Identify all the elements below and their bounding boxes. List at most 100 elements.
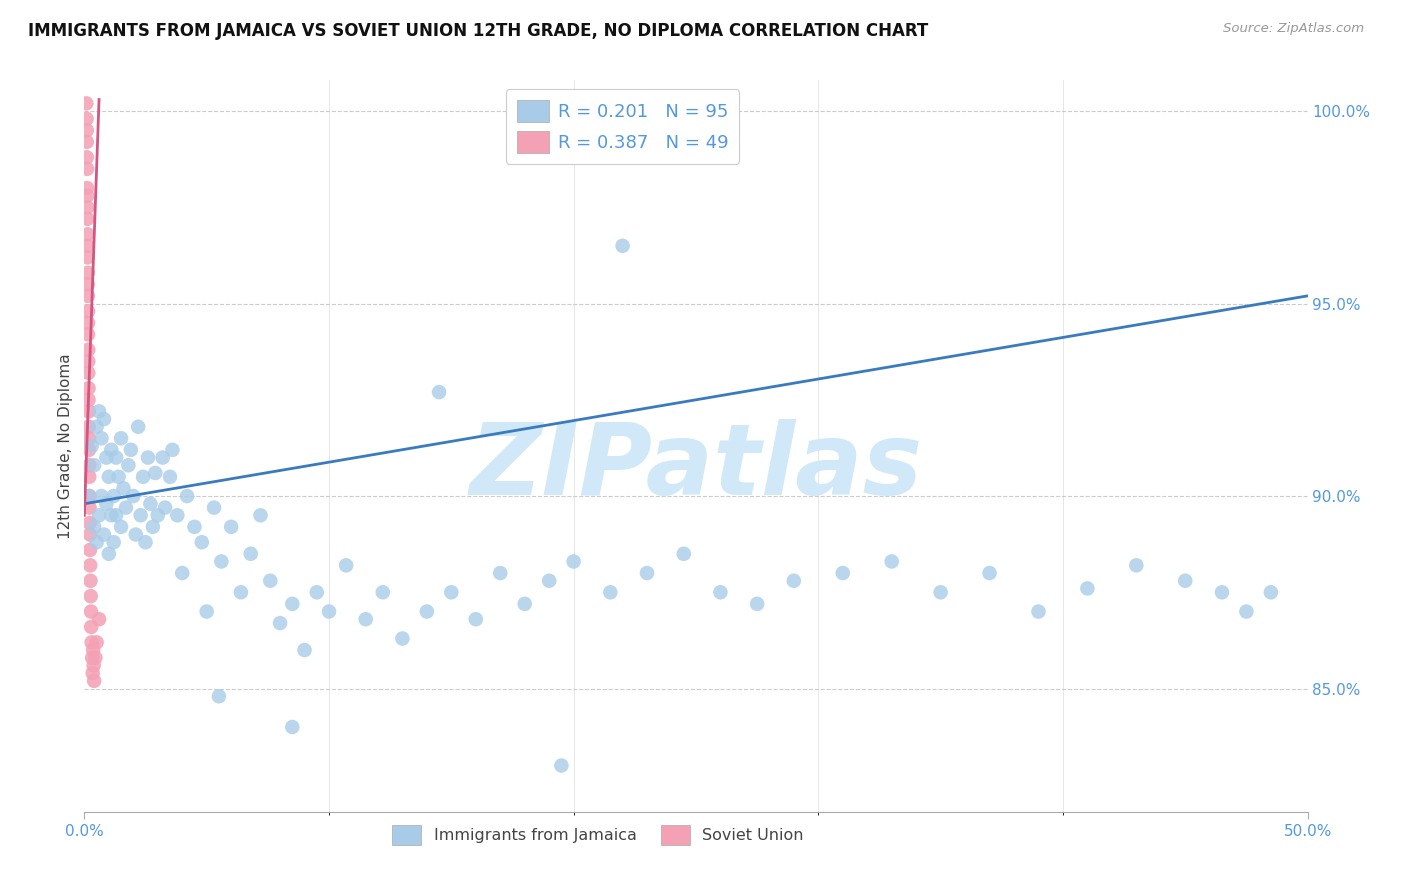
Point — [83, 520, 105, 534]
Point — [440, 585, 463, 599]
Text: ZIPatlas: ZIPatlas — [470, 419, 922, 516]
Point — [76, 239, 98, 253]
Point — [202, 500, 225, 515]
Point — [281, 597, 304, 611]
Point — [77, 470, 100, 484]
Point — [1174, 574, 1197, 588]
Point — [269, 616, 291, 631]
Point — [76, 266, 98, 280]
Point — [83, 458, 105, 473]
Point — [79, 574, 101, 588]
Point — [427, 385, 450, 400]
Point — [90, 489, 112, 503]
Point — [80, 589, 103, 603]
Point — [77, 392, 100, 407]
Point — [96, 450, 118, 465]
Point — [1125, 558, 1147, 573]
Point — [612, 239, 634, 253]
Point — [335, 558, 357, 573]
Point — [146, 508, 169, 523]
Point — [281, 720, 304, 734]
Point — [84, 650, 107, 665]
Point — [513, 597, 536, 611]
Point — [93, 527, 115, 541]
Point — [209, 554, 232, 568]
Point — [76, 123, 98, 137]
Point — [259, 574, 281, 588]
Point — [305, 585, 328, 599]
Point — [86, 535, 108, 549]
Point — [831, 566, 853, 580]
Point — [76, 188, 98, 202]
Point — [153, 500, 176, 515]
Point — [77, 404, 100, 418]
Point — [538, 574, 561, 588]
Point — [87, 404, 110, 418]
Point — [76, 112, 98, 126]
Point — [80, 620, 103, 634]
Point — [110, 431, 132, 445]
Point — [79, 527, 101, 541]
Point — [86, 419, 108, 434]
Point — [79, 489, 101, 503]
Point — [77, 366, 100, 380]
Point — [135, 535, 157, 549]
Point — [76, 181, 98, 195]
Point — [599, 585, 621, 599]
Legend: Immigrants from Jamaica, Soviet Union: Immigrants from Jamaica, Soviet Union — [387, 819, 810, 851]
Point — [103, 535, 125, 549]
Point — [76, 227, 98, 242]
Point — [1028, 605, 1050, 619]
Point — [176, 489, 198, 503]
Point — [229, 585, 252, 599]
Point — [249, 508, 271, 523]
Point — [550, 758, 572, 772]
Point — [122, 489, 145, 503]
Point — [82, 650, 104, 665]
Point — [929, 585, 952, 599]
Point — [107, 470, 129, 484]
Point — [391, 632, 413, 646]
Point — [90, 431, 112, 445]
Text: Source: ZipAtlas.com: Source: ZipAtlas.com — [1223, 22, 1364, 36]
Point — [77, 381, 100, 395]
Point — [76, 161, 98, 176]
Point — [79, 516, 101, 530]
Point — [294, 643, 316, 657]
Point — [672, 547, 695, 561]
Point — [76, 289, 98, 303]
Point — [1260, 585, 1282, 599]
Point — [880, 554, 903, 568]
Point — [354, 612, 377, 626]
Point — [75, 96, 97, 111]
Point — [82, 666, 104, 681]
Point — [77, 442, 100, 457]
Point — [183, 520, 205, 534]
Point — [166, 508, 188, 523]
Point — [100, 508, 122, 523]
Point — [208, 690, 231, 704]
Point — [79, 543, 101, 558]
Point — [139, 497, 162, 511]
Point — [83, 673, 105, 688]
Point — [77, 489, 100, 503]
Point — [162, 442, 184, 457]
Point — [143, 466, 166, 480]
Point — [152, 450, 174, 465]
Point — [120, 442, 142, 457]
Point — [115, 500, 138, 515]
Point — [159, 470, 181, 484]
Point — [105, 508, 128, 523]
Point — [1236, 605, 1258, 619]
Point — [132, 470, 155, 484]
Point — [79, 558, 101, 573]
Point — [76, 200, 98, 214]
Point — [489, 566, 512, 580]
Point — [76, 251, 98, 265]
Point — [464, 612, 486, 626]
Point — [77, 343, 100, 357]
Point — [96, 497, 118, 511]
Point — [77, 304, 100, 318]
Point — [783, 574, 806, 588]
Point — [79, 500, 101, 515]
